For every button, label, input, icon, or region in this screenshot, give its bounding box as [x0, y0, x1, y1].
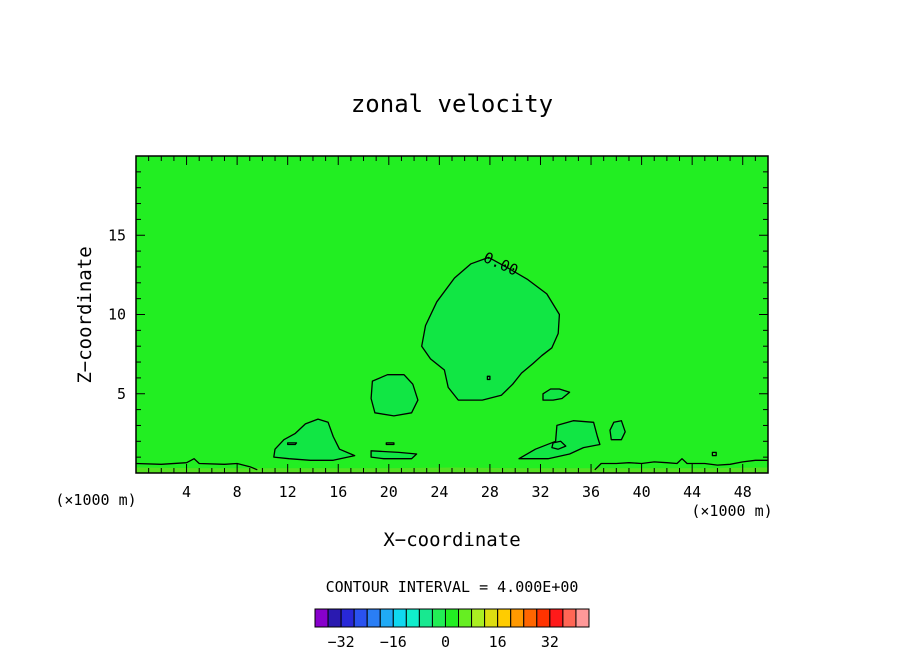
- contour-line: [486, 375, 491, 381]
- colorbar-swatch: [379, 608, 394, 628]
- x-tick-label: 20: [380, 483, 398, 501]
- colorbar-swatch: [418, 608, 433, 628]
- colorbar-swatch: [549, 608, 564, 628]
- colorbar-swatch: [444, 608, 460, 628]
- x-tick-label: 44: [683, 483, 701, 501]
- contour-region: [371, 374, 418, 416]
- y-tick-label: 10: [108, 306, 126, 324]
- contour-line: [135, 458, 258, 471]
- x-tick-label: 36: [582, 483, 600, 501]
- contour-interval-text: CONTOUR INTERVAL = 4.000E+00: [326, 578, 579, 596]
- colorbar-tick-label: 32: [541, 633, 559, 651]
- colorbar-swatch: [353, 608, 368, 628]
- contour-region: [610, 420, 626, 440]
- colorbar-swatch: [366, 608, 381, 628]
- x-axis-label: X−coordinate: [383, 529, 520, 551]
- contour-region: [421, 257, 560, 401]
- colorbar-swatch: [392, 608, 407, 628]
- colorbar-swatch: [510, 608, 525, 628]
- contour-line: [518, 420, 601, 460]
- contour-line: [542, 388, 571, 401]
- x-unit-label-right: (×1000 m): [691, 502, 772, 520]
- contour-line: [273, 418, 356, 461]
- y-axis-label: Z−coordinate: [74, 246, 96, 383]
- colorbar-swatch: [327, 608, 342, 628]
- contour-line: [594, 458, 768, 471]
- colorbar-swatch: [575, 608, 590, 628]
- y-tick-label: 15: [108, 226, 126, 244]
- chart-title: zonal velocity: [351, 90, 553, 118]
- contour-line: [609, 420, 626, 441]
- contour-line: [711, 451, 717, 457]
- colorbar-swatch: [484, 608, 499, 628]
- contour-region: [273, 419, 355, 461]
- colorbar-swatch: [562, 608, 577, 628]
- contour-line: [287, 442, 298, 446]
- x-tick-label: 4: [182, 483, 191, 501]
- x-tick-label: 28: [481, 483, 499, 501]
- colorbar-swatch: [405, 608, 420, 628]
- colorbar-swatch: [536, 608, 551, 628]
- colorbar: −32 −16 0 16 32: [314, 608, 590, 651]
- contour-line: [385, 442, 395, 446]
- plot-area: 0.00: [135, 155, 769, 474]
- colorbar-swatch: [458, 608, 473, 628]
- contour-line: [370, 374, 419, 417]
- colorbar-tick-label: 16: [489, 633, 507, 651]
- x-tick-label: 40: [633, 483, 651, 501]
- x-unit-label-left: (×1000 m): [55, 491, 136, 509]
- colorbar-swatch: [471, 608, 486, 628]
- x-tick-label: 24: [430, 483, 448, 501]
- x-tick-label: 32: [531, 483, 549, 501]
- colorbar-swatch: [523, 608, 538, 628]
- x-tick-label: 8: [233, 483, 242, 501]
- x-tick-label: 16: [329, 483, 347, 501]
- colorbar-tick-label: 0: [441, 633, 450, 651]
- colorbar-swatch: [431, 608, 446, 628]
- x-tick-label: 12: [279, 483, 297, 501]
- colorbar-swatch: [497, 608, 512, 628]
- contour-line: [551, 440, 567, 450]
- contour-line: [421, 256, 561, 401]
- contour-line: [370, 450, 418, 460]
- colorbar-swatch: [340, 608, 355, 628]
- y-tick-label: 5: [117, 385, 126, 403]
- colorbar-tick-label: −16: [380, 633, 407, 651]
- colorbar-swatch: [314, 608, 329, 628]
- colorbar-tick-label: −32: [328, 633, 355, 651]
- contour-region: [371, 450, 417, 459]
- x-tick-label: 48: [734, 483, 752, 501]
